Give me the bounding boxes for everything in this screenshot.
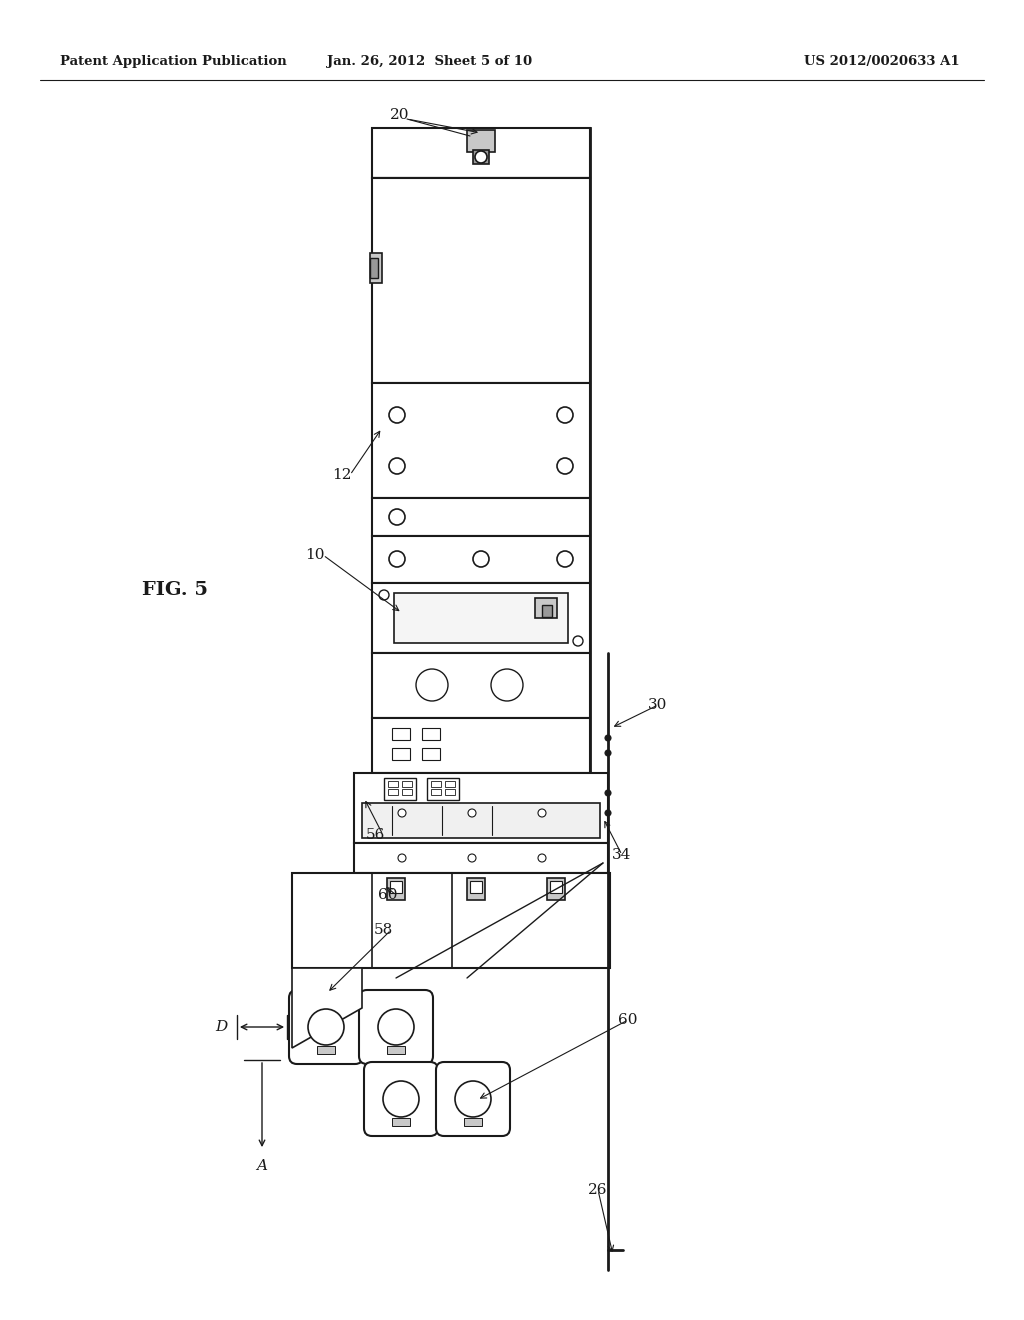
- Circle shape: [557, 458, 573, 474]
- Circle shape: [389, 510, 406, 525]
- Bar: [370, 253, 382, 282]
- Circle shape: [389, 407, 406, 422]
- Bar: [354, 843, 608, 873]
- Bar: [431, 789, 441, 795]
- Bar: [464, 1118, 482, 1126]
- Bar: [445, 789, 455, 795]
- Circle shape: [455, 1081, 490, 1117]
- Bar: [370, 257, 378, 279]
- Bar: [470, 880, 482, 894]
- Bar: [388, 781, 398, 787]
- Bar: [535, 598, 557, 618]
- Bar: [473, 150, 489, 164]
- FancyBboxPatch shape: [396, 655, 468, 715]
- Circle shape: [573, 636, 583, 645]
- Bar: [394, 593, 568, 643]
- Circle shape: [475, 150, 487, 162]
- Circle shape: [605, 750, 611, 756]
- Text: 58: 58: [374, 923, 392, 937]
- Bar: [392, 1118, 410, 1126]
- Circle shape: [605, 810, 611, 816]
- Bar: [387, 1045, 406, 1053]
- Circle shape: [473, 550, 489, 568]
- Bar: [431, 781, 441, 787]
- Text: Patent Application Publication: Patent Application Publication: [60, 55, 287, 69]
- Text: D: D: [215, 1020, 227, 1034]
- Text: 20: 20: [390, 108, 410, 121]
- Bar: [372, 718, 590, 774]
- Text: 12: 12: [332, 469, 352, 482]
- Circle shape: [378, 1008, 414, 1045]
- Bar: [402, 789, 412, 795]
- Circle shape: [389, 550, 406, 568]
- Bar: [550, 880, 562, 894]
- FancyBboxPatch shape: [364, 1063, 438, 1137]
- Circle shape: [468, 854, 476, 862]
- Bar: [445, 781, 455, 787]
- Bar: [422, 729, 440, 741]
- Polygon shape: [292, 968, 362, 1048]
- FancyBboxPatch shape: [359, 990, 433, 1064]
- Text: Jan. 26, 2012  Sheet 5 of 10: Jan. 26, 2012 Sheet 5 of 10: [328, 55, 532, 69]
- Circle shape: [605, 735, 611, 741]
- Circle shape: [398, 854, 406, 862]
- Circle shape: [468, 809, 476, 817]
- Circle shape: [538, 854, 546, 862]
- Bar: [372, 583, 590, 653]
- Bar: [422, 748, 440, 760]
- Circle shape: [398, 809, 406, 817]
- FancyBboxPatch shape: [436, 1063, 510, 1137]
- Text: 34: 34: [612, 847, 632, 862]
- Circle shape: [308, 1008, 344, 1045]
- Text: A: A: [256, 1159, 267, 1173]
- Circle shape: [379, 590, 389, 601]
- Text: FIG. 5: FIG. 5: [142, 581, 208, 599]
- Text: 56: 56: [366, 828, 385, 842]
- Circle shape: [490, 669, 523, 701]
- Bar: [372, 498, 590, 536]
- FancyBboxPatch shape: [289, 990, 362, 1064]
- Bar: [467, 878, 485, 900]
- Bar: [372, 383, 590, 498]
- Bar: [317, 1045, 335, 1053]
- Bar: [387, 878, 406, 900]
- Bar: [467, 129, 495, 152]
- Text: 10: 10: [305, 548, 325, 562]
- Circle shape: [538, 809, 546, 817]
- Text: 26: 26: [588, 1183, 608, 1197]
- Text: 60: 60: [618, 1012, 638, 1027]
- Text: US 2012/0020633 A1: US 2012/0020633 A1: [805, 55, 961, 69]
- Circle shape: [605, 789, 611, 796]
- Bar: [547, 878, 565, 900]
- Bar: [354, 774, 608, 843]
- Bar: [362, 803, 600, 838]
- Circle shape: [383, 1081, 419, 1117]
- Bar: [292, 873, 610, 968]
- Bar: [384, 777, 416, 800]
- Bar: [372, 536, 590, 583]
- Bar: [402, 781, 412, 787]
- Circle shape: [557, 407, 573, 422]
- Bar: [372, 178, 590, 383]
- Circle shape: [557, 550, 573, 568]
- FancyBboxPatch shape: [471, 655, 543, 715]
- Bar: [427, 777, 459, 800]
- Bar: [542, 605, 552, 616]
- Bar: [388, 789, 398, 795]
- Text: 60: 60: [378, 888, 397, 902]
- Bar: [390, 880, 402, 894]
- Bar: [392, 748, 410, 760]
- Circle shape: [416, 669, 449, 701]
- Circle shape: [389, 458, 406, 474]
- Bar: [392, 729, 410, 741]
- Text: 30: 30: [648, 698, 668, 711]
- Bar: [372, 128, 590, 178]
- Bar: [372, 128, 590, 793]
- Bar: [372, 653, 590, 718]
